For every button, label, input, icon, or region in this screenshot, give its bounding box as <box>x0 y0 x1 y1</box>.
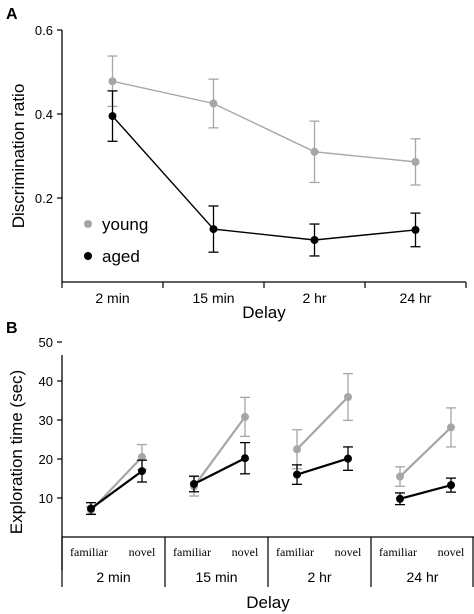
panel-b-aged-line <box>193 457 246 485</box>
panel-b-aged-novel-point <box>447 481 455 490</box>
panel-b-aged-novel-point <box>241 454 249 463</box>
panel-b-y-tick-label: 20 <box>39 452 53 467</box>
panel-b-novel-label: novel <box>438 545 465 559</box>
panel-b-group-label: 2 hr <box>307 569 331 585</box>
panel-a-x-tick-label: 2 hr <box>302 290 326 306</box>
panel-a-young-line <box>112 80 416 163</box>
panel-a-young-point <box>108 77 117 86</box>
panel-b-chart: Exploration time (sec) Delay 10 20 30 40 50 f… <box>7 335 474 612</box>
panel-b-aged-familiar-point <box>293 470 301 479</box>
panel-a-aged-point <box>209 225 218 234</box>
legend-aged-label: aged <box>102 247 140 266</box>
panel-b-young-novel-point <box>138 453 146 462</box>
panel-a-y-tick-label: 0.6 <box>35 23 53 38</box>
panel-b-label: B <box>6 320 18 337</box>
panel-b-familiar-label: familiar <box>173 545 211 559</box>
panel-b-familiar-label: familiar <box>70 545 108 559</box>
panel-a-y-axis-label: Discrimination ratio <box>9 84 28 229</box>
panel-b-young-line <box>399 426 452 478</box>
panel-a-young-point <box>209 99 218 108</box>
panel-a-x-tick-label: 2 min <box>95 290 129 306</box>
panel-b-familiar-label: familiar <box>379 545 417 559</box>
panel-b-young-familiar-point <box>293 445 301 454</box>
panel-b-aged-familiar-point <box>87 504 95 513</box>
panel-b-young-novel-point <box>447 423 455 432</box>
panel-b-x-axis-label: Delay <box>246 593 290 612</box>
panel-b-young-line <box>296 396 349 451</box>
legend-young-marker <box>84 220 92 228</box>
panel-b-familiar-label: familiar <box>276 545 314 559</box>
panel-b-y-tick-label: 40 <box>39 374 53 389</box>
panel-a-x-tick-label: 24 hr <box>400 290 432 306</box>
panel-b-young-familiar-point <box>396 472 404 481</box>
panel-b-young-line <box>193 416 246 487</box>
panel-a-young-point <box>411 157 420 166</box>
panel-a-aged-point <box>108 112 117 121</box>
panel-b-novel-label: novel <box>129 545 156 559</box>
panel-a-aged-line <box>111 115 416 241</box>
panel-b-group-label: 15 min <box>195 569 237 585</box>
panel-b-y-tick-label: 30 <box>39 413 53 428</box>
panel-a-x-axis-label: Delay <box>242 303 286 322</box>
panel-b-young-novel-point <box>241 412 249 421</box>
panel-b-aged-line <box>296 457 349 476</box>
panel-a-legend: young aged <box>84 215 148 266</box>
panel-b-group-label: 2 min <box>96 569 130 585</box>
panel-a-aged-point <box>310 236 319 244</box>
panel-a-young-point <box>310 147 319 156</box>
panel-b-y-tick-label: 50 <box>39 335 53 350</box>
legend-young-label: young <box>102 215 148 234</box>
legend-aged-marker <box>84 252 92 260</box>
panel-a-label: A <box>6 6 18 23</box>
panel-a-y-tick-label: 0.2 <box>35 191 53 206</box>
panel-b-group-label: 24 hr <box>407 569 439 585</box>
panel-b-novel-label: novel <box>232 545 259 559</box>
panel-b-y-axis-label: Exploration time (sec) <box>7 370 26 534</box>
panel-a-y-tick-label: 0.4 <box>35 107 53 122</box>
panel-a-aged-point <box>411 225 420 234</box>
panel-b-aged-line <box>399 484 452 500</box>
panel-a-x-tick-label: 15 min <box>192 290 234 306</box>
panel-b-young-novel-point <box>344 392 352 401</box>
panel-b-aged-novel-point <box>138 467 146 476</box>
panel-b-novel-label: novel <box>335 545 362 559</box>
panel-b-y-tick-label: 10 <box>39 491 53 506</box>
panel-a-chart: Discrimination ratio Delay young aged 0.… <box>9 23 467 322</box>
panel-b-aged-novel-point <box>344 454 352 463</box>
panel-b-aged-familiar-point <box>396 494 404 503</box>
panel-b-aged-line <box>90 470 143 510</box>
panel-b-aged-familiar-point <box>190 479 198 488</box>
